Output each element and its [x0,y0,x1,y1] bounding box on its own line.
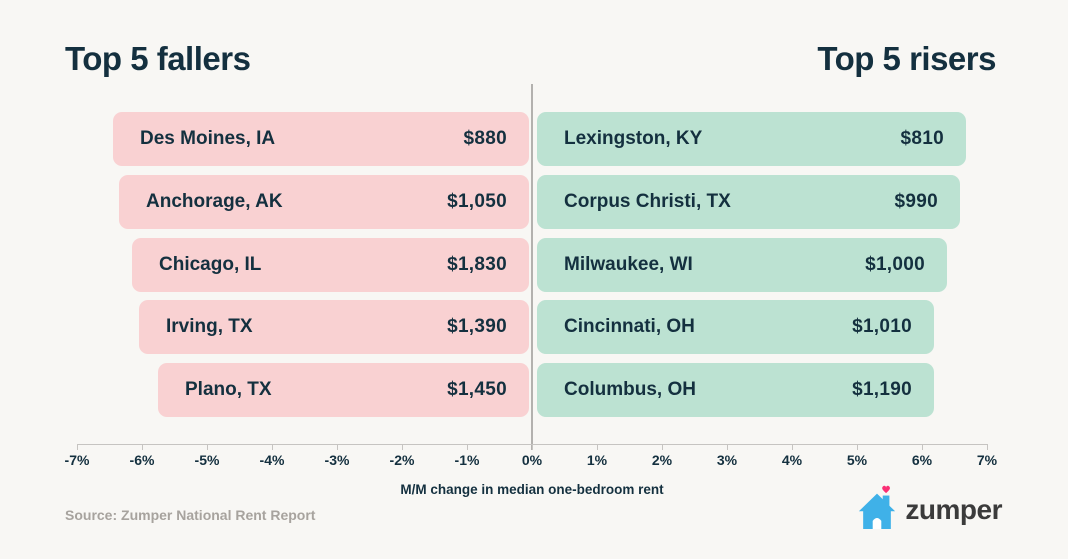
tick-label: 0% [521,452,543,468]
rent-value: $880 [463,128,507,149]
tick-label: 2% [651,452,673,468]
rent-value: $1,830 [447,254,507,275]
rent-value: $990 [894,191,938,212]
tick-label: -3% [324,452,350,468]
city-label: Corpus Christi, TX [564,191,731,212]
city-label: Lexingston, KY [564,128,703,149]
tick-mark [272,444,273,450]
tick-label: 6% [911,452,933,468]
tick-mark [337,444,338,450]
tick-mark [467,444,468,450]
city-label: Columbus, OH [564,379,696,400]
riser-bar: Columbus, OH $1,190 [537,363,934,417]
riser-bar: Corpus Christi, TX $990 [537,175,960,229]
tick-label: 1% [586,452,608,468]
city-label: Plano, TX [185,379,272,400]
tick-mark [207,444,208,450]
rent-value: $1,050 [447,191,507,212]
rent-value: $1,450 [447,379,507,400]
tick-mark [922,444,923,450]
tick-mark [532,444,533,450]
tick-label: -5% [194,452,220,468]
fallers-title: Top 5 fallers [65,40,251,77]
tick-label: 7% [976,452,998,468]
rent-value: $810 [900,128,944,149]
tick-label: -2% [389,452,415,468]
tick-mark [662,444,663,450]
tick-mark [597,444,598,450]
tick-mark [727,444,728,450]
tick-mark [857,444,858,450]
faller-bar: Des Moines, IA $880 [113,112,529,166]
riser-bar: Lexingston, KY $810 [537,112,966,166]
faller-bar: Irving, TX $1,390 [139,300,529,354]
tick-mark [77,444,78,450]
tick-label: -6% [129,452,155,468]
city-label: Milwaukee, WI [564,254,693,275]
tick-label: 5% [846,452,868,468]
axis-caption: M/M change in median one-bedroom rent [400,482,664,497]
rent-value: $1,390 [447,316,507,337]
riser-bar: Milwaukee, WI $1,000 [537,238,947,292]
city-label: Irving, TX [166,316,253,337]
zero-baseline [531,84,533,450]
rent-value: $1,190 [852,379,912,400]
source-note: Source: Zumper National Rent Report [65,507,316,523]
faller-bar: Anchorage, AK $1,050 [119,175,529,229]
rent-value: $1,000 [865,254,925,275]
city-label: Des Moines, IA [140,128,276,149]
tick-mark [402,444,403,450]
zumper-logo: zumper [856,484,1002,535]
tick-mark [987,444,988,450]
tick-label: -1% [454,452,480,468]
city-label: Anchorage, AK [146,191,283,212]
tick-mark [142,444,143,450]
riser-bar: Cincinnati, OH $1,010 [537,300,934,354]
faller-bar: Chicago, IL $1,830 [132,238,529,292]
tick-label: -4% [259,452,285,468]
risers-title: Top 5 risers [817,40,996,77]
tick-mark [792,444,793,450]
tick-label: -7% [64,452,90,468]
zumper-wordmark: zumper [905,493,1002,525]
zumper-house-icon [856,484,898,535]
tick-label: 4% [781,452,803,468]
tick-label: 3% [716,452,738,468]
faller-bar: Plano, TX $1,450 [158,363,529,417]
rent-value: $1,010 [852,316,912,337]
city-label: Cincinnati, OH [564,316,695,337]
city-label: Chicago, IL [159,254,262,275]
